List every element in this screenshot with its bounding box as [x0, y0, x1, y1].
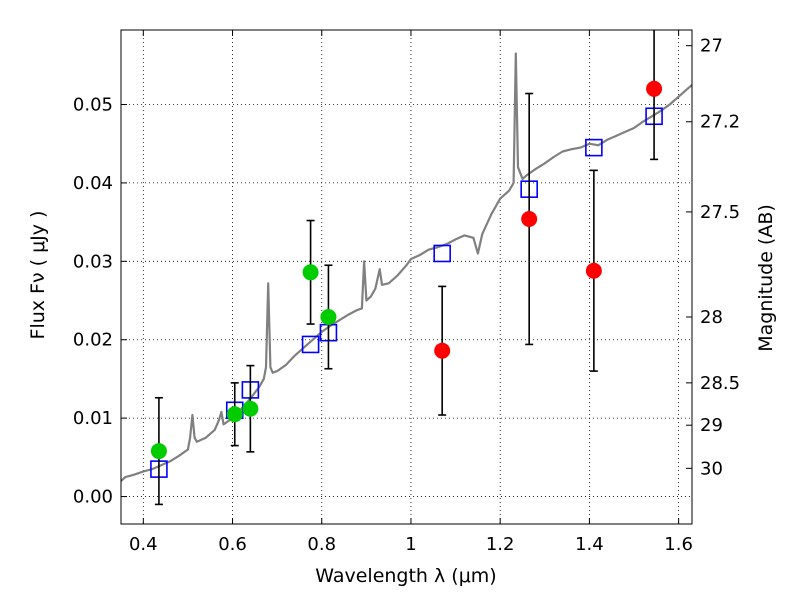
- mag-tick-label: 27.2: [700, 112, 740, 133]
- y-tick-label: 0.03: [73, 251, 113, 272]
- photometry-point: [242, 400, 259, 417]
- grid: [121, 30, 692, 524]
- model-photometry-square: [433, 244, 451, 263]
- y-tick-label: 0.05: [73, 94, 113, 115]
- mag-tick-label: 27: [700, 36, 723, 57]
- x-axis-label: Wavelength λ (μm): [315, 565, 496, 587]
- y-axis-label-right: Magnitude (AB): [755, 204, 777, 352]
- photometry-point: [521, 210, 538, 227]
- mag-tick-label: 29: [700, 415, 723, 436]
- y-tick-label: 0.04: [73, 173, 113, 194]
- photometry-point: [320, 308, 337, 325]
- plot-frame: [120, 29, 693, 525]
- model-photometry-square: [301, 335, 320, 354]
- photometry-point: [646, 80, 663, 97]
- model-photometry-square: [585, 138, 603, 157]
- x-tick-label: 0.4: [129, 534, 158, 555]
- x-tick-label: 1.6: [664, 534, 693, 555]
- x-tick-label: 1.4: [575, 534, 604, 555]
- photometry-point: [585, 262, 602, 279]
- y-tick-label: 0.01: [73, 408, 113, 429]
- photometry-point: [150, 443, 167, 460]
- mag-tick-label: 27.5: [700, 202, 740, 223]
- mag-tick-label: 30: [700, 458, 723, 479]
- y-tick-label: 0.02: [73, 330, 113, 351]
- y-axis-label-left: Flux Fν ( μJy ): [27, 211, 49, 340]
- y-tick-label: 0.00: [73, 487, 113, 508]
- x-tick-label: 1.2: [486, 534, 515, 555]
- x-tick-label: 0.6: [218, 534, 247, 555]
- mag-tick-label: 28: [700, 307, 723, 328]
- photometry-point: [434, 342, 451, 359]
- photometry-point: [226, 406, 243, 423]
- axes: 0.4 0.6 0.8 1 1.2 1.4 1.6 0.00 0.01 0.02 0.03 0.04 0…: [73, 30, 740, 555]
- data-marks: [120, 30, 693, 506]
- x-tick-label: 0.8: [307, 534, 336, 555]
- sed-model-line: [120, 52, 693, 482]
- mag-tick-label: 28.5: [700, 373, 740, 394]
- x-tick-label: 1: [405, 534, 416, 555]
- photometry-point: [302, 264, 319, 281]
